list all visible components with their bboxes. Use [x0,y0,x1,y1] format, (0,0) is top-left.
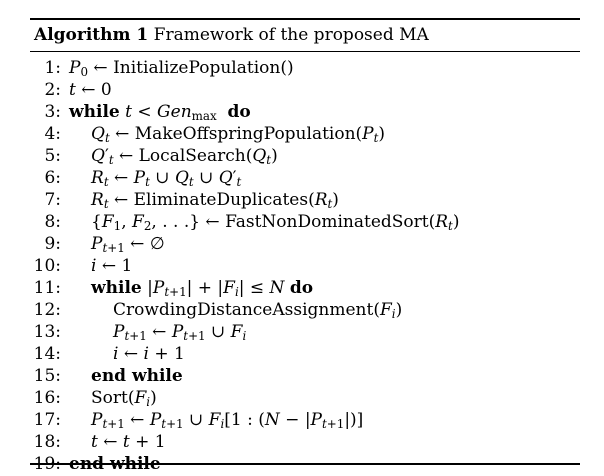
line-number: 17: [33,410,61,430]
line-code: Pt+1 ← Pt+1 ∪ Fi [113,322,247,343]
algorithm-line: 2: t ← 0 [30,79,580,101]
line-number: 10: [33,256,61,276]
line-number: 4: [44,124,61,144]
line-number: 16: [33,388,61,408]
line-code: Qt ← MakeOffspringPopulation(Pt) [91,124,386,145]
algorithm-line: 15: end while [30,365,580,387]
algorithm-label: Algorithm 1 [34,25,149,45]
line-number: 8: [44,212,61,232]
line-code: Pt+1 ← ∅ [91,234,165,255]
algorithm-body: 1: P0 ← InitializePopulation() 2: t ← 0 3: wh… [30,57,580,475]
line-code: Q′t ← LocalSearch(Qt) [91,146,278,167]
algorithm-box: Algorithm 1 Framework of the proposed MA… [30,18,580,474]
line-number: 3: [44,102,61,122]
algorithm-line: 3: while t < Genmax do [30,101,580,123]
line-number: 12: [33,300,61,320]
algorithm-line: 7: Rt ← EliminateDuplicates(Rt) [30,189,580,211]
line-number: 7: [44,190,61,210]
line-code: end while [91,366,183,386]
line-number: 15: [33,366,61,386]
line-code: i ← i + 1 [113,344,185,364]
bottom-rule [30,463,580,465]
algorithm-line: 10: i ← 1 [30,255,580,277]
line-code: CrowdingDistanceAssignment(Fi) [113,300,403,321]
algorithm-line: 1: P0 ← InitializePopulation() [30,57,580,79]
line-code: while |Pt+1| + |Fi| ≤ N do [91,278,314,299]
line-code: Rt ← Pt ∪ Qt ∪ Q′t [91,168,242,189]
algorithm-line: 9: Pt+1 ← ∅ [30,233,580,255]
line-number: 14: [33,344,61,364]
line-number: 18: [33,432,61,452]
algorithm-line: 5: Q′t ← LocalSearch(Qt) [30,145,580,167]
algorithm-line: 16: Sort(Fi) [30,387,580,409]
top-rule [30,18,580,20]
line-code: i ← 1 [91,256,133,276]
line-code: t ← 0 [69,80,112,100]
algorithm-line: 12: CrowdingDistanceAssignment(Fi) [30,299,580,321]
line-code: t ← t + 1 [91,432,166,452]
algorithm-caption: Algorithm 1 Framework of the proposed MA [34,24,429,46]
line-code: {F1, F2, . . .} ← FastNonDominatedSort(R… [91,212,460,233]
line-number: 2: [44,80,61,100]
algorithm-line: 8: {F1, F2, . . .} ← FastNonDominatedSort… [30,211,580,233]
caption-rule [30,51,580,52]
algorithm-line: 11: while |Pt+1| + |Fi| ≤ N do [30,277,580,299]
algorithm-line: 14: i ← i + 1 [30,343,580,365]
line-code: P0 ← InitializePopulation() [69,58,294,79]
algorithm-line: 18: t ← t + 1 [30,431,580,453]
algorithm-line: 6: Rt ← Pt ∪ Qt ∪ Q′t [30,167,580,189]
algorithm-line: 17: Pt+1 ← Pt+1 ∪ Fi[1 : (N − |Pt+1|)] [30,409,580,431]
line-number: 9: [44,234,61,254]
line-code: Rt ← EliminateDuplicates(Rt) [91,190,339,211]
line-code: Pt+1 ← Pt+1 ∪ Fi[1 : (N − |Pt+1|)] [91,410,364,431]
line-code: while t < Genmax do [69,102,251,123]
algorithm-line: 13: Pt+1 ← Pt+1 ∪ Fi [30,321,580,343]
algorithm-title: Framework of the proposed MA [153,25,429,45]
algorithm-line: 4: Qt ← MakeOffspringPopulation(Pt) [30,123,580,145]
line-number: 6: [44,168,61,188]
line-number: 11: [33,278,61,298]
line-code: Sort(Fi) [91,388,157,409]
line-number: 5: [44,146,61,166]
line-number: 13: [33,322,61,342]
line-number: 1: [44,58,61,78]
